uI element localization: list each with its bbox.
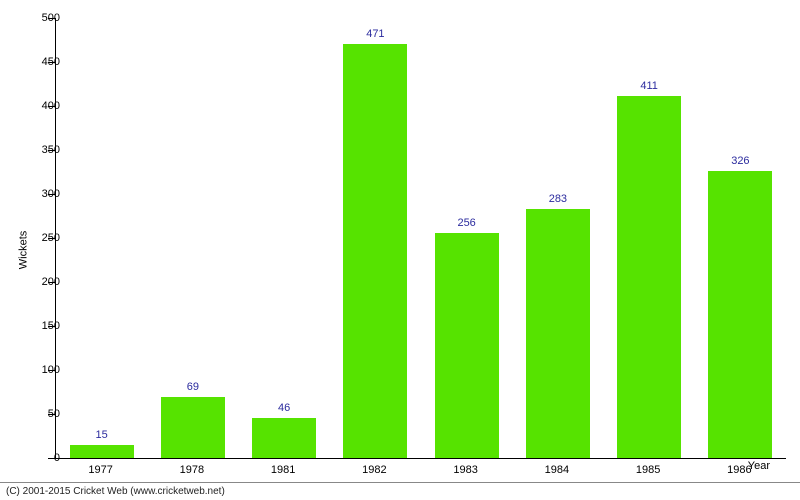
bar	[252, 418, 316, 458]
bar-value-label: 15	[96, 429, 108, 441]
bar	[70, 445, 134, 458]
y-tick-label: 50	[20, 408, 60, 420]
bar	[161, 397, 225, 458]
bar-value-label: 411	[640, 80, 658, 92]
bar	[708, 171, 772, 458]
footer-copyright: (C) 2001-2015 Cricket Web (www.cricketwe…	[0, 482, 800, 500]
y-tick-label: 250	[20, 232, 60, 244]
bar-value-label: 471	[366, 28, 384, 40]
y-tick-label: 300	[20, 188, 60, 200]
y-tick-label: 500	[20, 12, 60, 24]
y-tick-label: 200	[20, 276, 60, 288]
bar-value-label: 69	[187, 381, 199, 393]
bar-value-label: 46	[278, 402, 290, 414]
x-tick-label: 1986	[727, 464, 751, 476]
y-tick-label: 400	[20, 100, 60, 112]
plot-area: 15 69 46 471 256 283 411 326	[55, 18, 786, 459]
x-tick-label: 1984	[545, 464, 569, 476]
bar-value-label: 326	[731, 155, 749, 167]
bar	[617, 96, 681, 458]
bar	[435, 233, 499, 458]
y-tick-label: 450	[20, 56, 60, 68]
y-tick-label: 150	[20, 320, 60, 332]
bar	[526, 209, 590, 458]
chart-wrapper: 156946471256283411326 Wickets Year (C) 2…	[0, 0, 800, 500]
bar	[343, 44, 407, 458]
x-tick-label: 1982	[362, 464, 386, 476]
bar-value-label: 283	[549, 193, 567, 205]
bar-value-label: 256	[457, 217, 475, 229]
y-tick-label: 100	[20, 364, 60, 376]
x-tick-label: 1977	[88, 464, 112, 476]
x-tick-label: 1978	[180, 464, 204, 476]
x-tick-label: 1983	[453, 464, 477, 476]
y-tick-label: 0	[20, 452, 60, 464]
y-tick-label: 350	[20, 144, 60, 156]
x-tick-label: 1981	[271, 464, 295, 476]
x-tick-label: 1985	[636, 464, 660, 476]
